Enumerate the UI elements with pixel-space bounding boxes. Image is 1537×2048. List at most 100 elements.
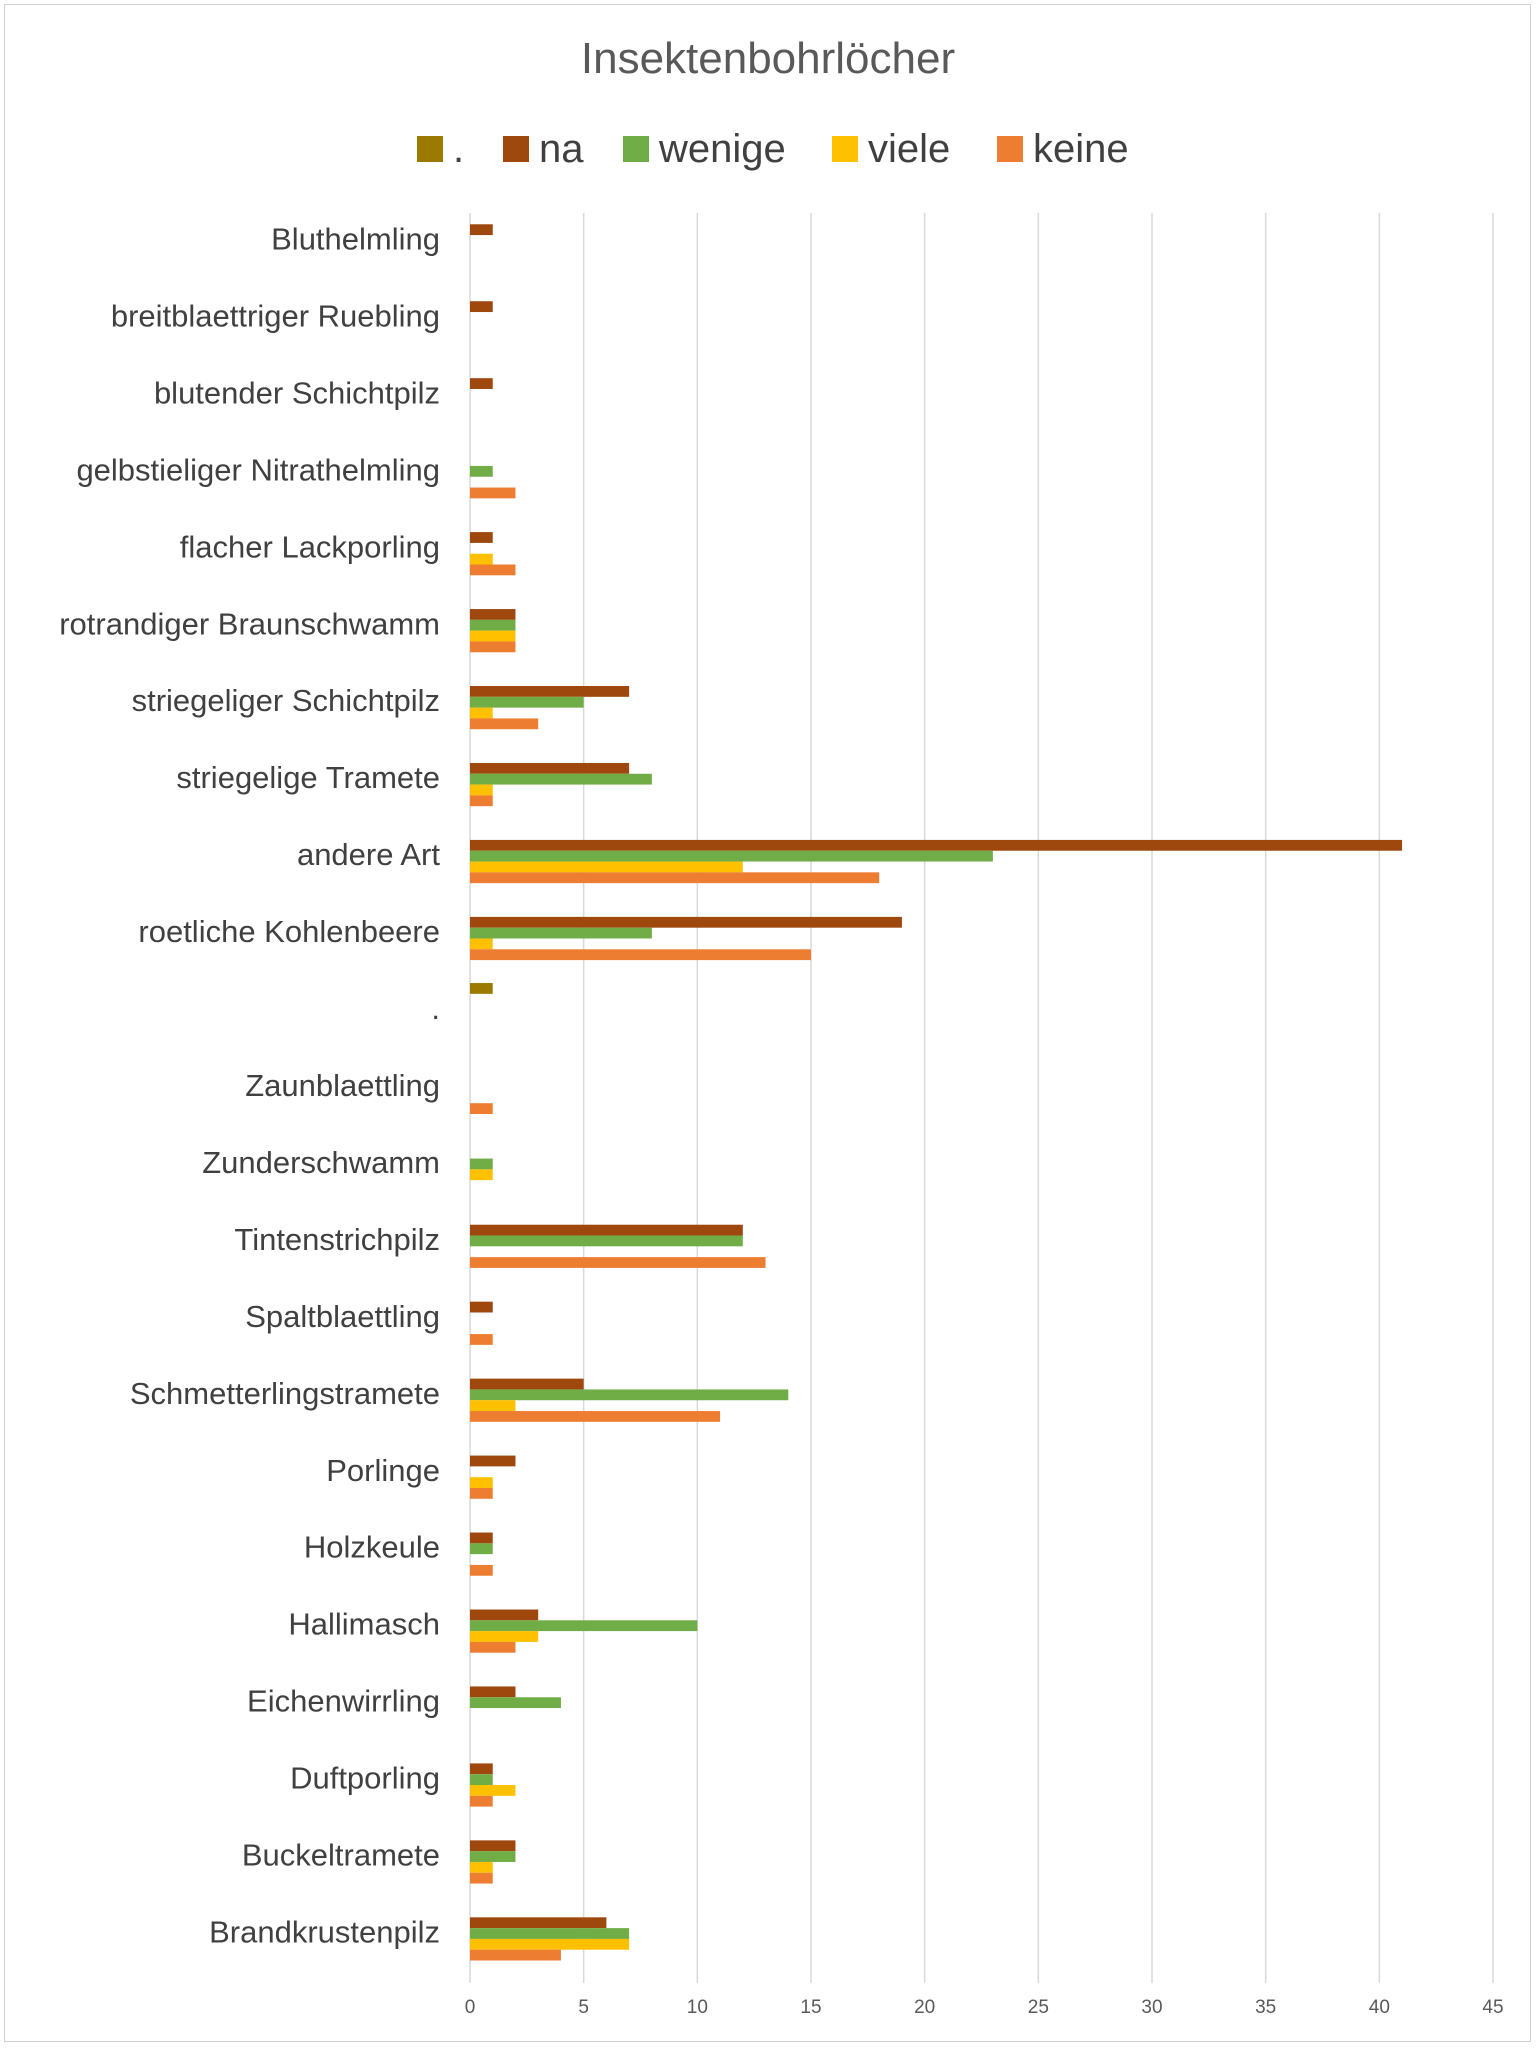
bar-14-4 <box>470 1334 493 1345</box>
bar-6-1 <box>470 686 630 697</box>
bar-5-4 <box>470 641 516 653</box>
bar-6-2 <box>470 696 584 708</box>
bar-1-1 <box>470 301 493 313</box>
x-tick-label-0: 0 <box>465 1997 476 2018</box>
category-label-18: Hallimasch <box>288 1607 440 1642</box>
bar-16-3 <box>470 1477 493 1488</box>
category-label-16: Porlinge <box>326 1453 440 1488</box>
bar-17-1 <box>470 1532 493 1544</box>
bar-7-1 <box>470 762 630 774</box>
category-label-12: Zunderschwamm <box>202 1145 440 1180</box>
legend: . na wenige viele keine <box>417 127 1129 171</box>
category-label-2: blutender Schichtpilz <box>154 375 440 410</box>
chart-frame: Insektenbohrlöcher . na wenige viele keine B… <box>4 4 1531 2042</box>
chart-svg: Insektenbohrlöcher . na wenige viele keine B… <box>59 34 1504 2018</box>
bar-6-3 <box>470 707 493 719</box>
bar-8-1 <box>470 839 1403 851</box>
x-tick-label-5: 5 <box>578 1997 589 2018</box>
bar-18-3 <box>470 1631 539 1642</box>
category-label-0: Bluthelmling <box>271 221 440 256</box>
bar-21-3 <box>470 1861 493 1873</box>
category-label-1: breitblaettriger Ruebling <box>111 298 440 333</box>
bar-6-4 <box>470 718 539 730</box>
bar-5-3 <box>470 630 516 642</box>
bar-3-4 <box>470 487 516 499</box>
bar-12-2 <box>470 1158 493 1170</box>
bar-15-1 <box>470 1378 584 1390</box>
legend-label-1: na <box>539 127 584 171</box>
bar-19-1 <box>470 1686 516 1698</box>
bar-0-1 <box>470 224 493 236</box>
bar-8-4 <box>470 872 880 884</box>
bar-5-1 <box>470 609 516 620</box>
bar-16-4 <box>470 1487 493 1499</box>
bar-4-3 <box>470 553 493 565</box>
bar-5-2 <box>470 619 516 631</box>
bar-18-4 <box>470 1641 516 1653</box>
legend-label-0: . <box>453 127 464 171</box>
category-label-8: andere Art <box>297 837 440 872</box>
category-label-3: gelbstieliger Nitrathelmling <box>76 452 440 487</box>
bar-10-0 <box>470 983 493 994</box>
bar-9-1 <box>470 916 902 928</box>
bar-4-4 <box>470 564 516 576</box>
bar-22-4 <box>470 1949 561 1961</box>
bar-7-3 <box>470 784 493 796</box>
bar-11-4 <box>470 1103 493 1114</box>
bar-18-1 <box>470 1609 539 1621</box>
bar-19-2 <box>470 1697 561 1709</box>
category-label-4: flacher Lackporling <box>180 529 440 564</box>
bar-2-1 <box>470 378 493 389</box>
x-tick-label-20: 20 <box>914 1997 935 2018</box>
gridlines <box>469 213 1494 1983</box>
bar-16-1 <box>470 1455 516 1467</box>
bar-21-4 <box>470 1872 493 1884</box>
category-label-17: Holzkeule <box>304 1530 440 1565</box>
bar-22-2 <box>470 1928 630 1939</box>
bar-8-2 <box>470 850 993 862</box>
legend-label-3: viele <box>868 127 950 171</box>
x-tick-label-45: 45 <box>1482 1997 1503 2018</box>
category-label-6: striegeliger Schichtpilz <box>132 683 440 718</box>
bar-13-1 <box>470 1224 743 1236</box>
category-label-21: Buckeltramete <box>242 1838 440 1873</box>
x-tick-label-10: 10 <box>687 1997 708 2018</box>
bar-7-4 <box>470 795 493 807</box>
bar-21-2 <box>470 1851 516 1862</box>
legend-swatch-2 <box>623 136 649 162</box>
category-label-10: . <box>431 991 440 1026</box>
category-label-22: Brandkrustenpilz <box>209 1915 440 1950</box>
legend-label-4: keine <box>1033 127 1129 171</box>
category-label-19: Eichenwirrling <box>247 1684 440 1719</box>
bar-9-2 <box>470 927 652 939</box>
bar-20-4 <box>470 1795 493 1807</box>
bar-7-2 <box>470 773 652 785</box>
bar-4-1 <box>470 532 493 543</box>
bar-20-3 <box>470 1785 516 1796</box>
bar-20-1 <box>470 1763 493 1775</box>
bar-9-4 <box>470 949 811 961</box>
category-label-5: rotrandiger Braunschwamm <box>59 606 440 641</box>
x-tick-label-15: 15 <box>800 1997 821 2018</box>
category-label-20: Duftporling <box>290 1761 440 1796</box>
bars <box>470 224 1403 1961</box>
legend-label-2: wenige <box>658 127 786 171</box>
category-label-9: roetliche Kohlenbeere <box>138 914 440 949</box>
bar-13-2 <box>470 1235 743 1247</box>
bar-20-2 <box>470 1774 493 1786</box>
bar-21-1 <box>470 1840 516 1852</box>
category-label-15: Schmetterlingstramete <box>130 1376 440 1411</box>
bar-15-3 <box>470 1400 516 1412</box>
x-tick-label-35: 35 <box>1255 1997 1276 2018</box>
category-label-14: Spaltblaettling <box>245 1299 440 1334</box>
bar-3-2 <box>470 465 493 477</box>
bar-14-1 <box>470 1301 493 1313</box>
bar-17-4 <box>470 1564 493 1576</box>
bar-13-4 <box>470 1257 766 1268</box>
x-tick-label-25: 25 <box>1028 1997 1049 2018</box>
category-label-11: Zaunblaettling <box>245 1068 440 1103</box>
x-tick-labels: 0 5 10 15 20 25 30 35 40 45 <box>465 1997 1504 2018</box>
legend-swatch-0 <box>417 136 443 162</box>
bar-9-3 <box>470 938 493 950</box>
bar-22-3 <box>470 1938 630 1950</box>
